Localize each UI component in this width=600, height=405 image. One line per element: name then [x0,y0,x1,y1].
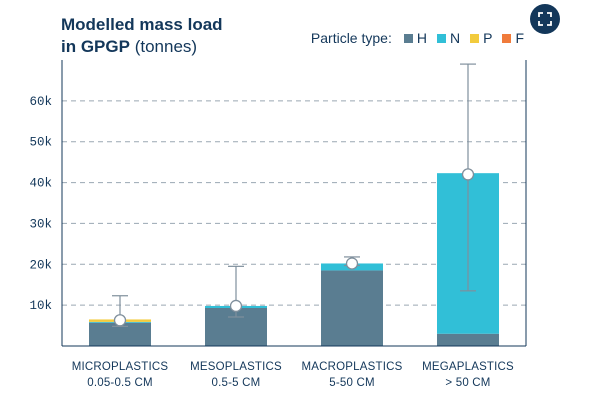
y-tick-label: 10k [29,299,52,313]
expand-button[interactable] [530,4,560,34]
bar-segment-n [205,305,267,309]
legend: Particle type: H N P F [311,30,530,46]
legend-swatch-p [470,33,480,43]
bar-segment-n [89,321,151,323]
legend-item-n: N [436,30,466,46]
legend-text-f: F [515,30,524,46]
gridlines [62,100,526,306]
bar-segment-p [89,319,151,322]
y-tick-label: 40k [29,177,52,191]
mean-marker [461,168,475,181]
category-label-line1: MEGAPLASTICS [422,361,514,373]
legend-text-n: N [449,30,461,46]
legend-text-p: P [483,30,493,46]
expand-icon [538,12,552,26]
bar-segment-h [89,322,151,346]
error-bars [112,63,476,327]
y-tick-label: 20k [29,258,52,272]
plot-frame [61,60,527,347]
bar-segment-n [321,263,383,271]
title-line2: in GPGP [61,37,130,56]
bar-segment-h [321,270,383,346]
bars [89,173,499,346]
legend-swatch-h [403,33,413,43]
title-line1: Modelled mass load [61,15,223,34]
legend-text-h: H [416,30,427,46]
category-label-line2: > 50 CM [445,377,490,389]
legend-swatch-f [502,33,512,43]
mean-marker [229,299,243,313]
y-axis-ticks: 10k 20k 30k 40k 50k 60k [29,95,52,313]
category-label-line1: MICROPLASTICS [72,361,169,373]
bar-segment-h [437,333,499,346]
category-label-line2: 0.05-0.5 CM [87,377,152,389]
chart-title: Modelled mass load in GPGP (tonnes) [61,14,223,58]
mean-marker [113,314,127,327]
legend-swatch-n [436,33,446,43]
legend-item-p: P [470,30,498,46]
y-tick-label: 60k [29,95,52,109]
title-unit: (tonnes) [134,37,198,56]
mean-markers [113,168,475,327]
y-tick-label: 50k [29,136,52,150]
category-label-line1: MACROPLASTICS [301,361,402,373]
mean-marker [345,257,359,270]
legend-item-h: H [403,30,433,46]
y-tick-label: 30k [29,217,52,231]
bar-segment-h [205,308,267,346]
legend-item-f: F [502,30,530,46]
category-label-line1: MESOPLASTICS [190,361,282,373]
bar-segment-n [437,173,499,334]
legend-label: Particle type: [310,30,392,46]
category-label-line2: 5-50 CM [329,377,375,389]
category-label-line2: 0.5-5 CM [212,377,261,389]
x-axis-categories: MICROPLASTICS 0.05-0.5 CM MESOPLASTICS 0.5-… [72,361,514,389]
